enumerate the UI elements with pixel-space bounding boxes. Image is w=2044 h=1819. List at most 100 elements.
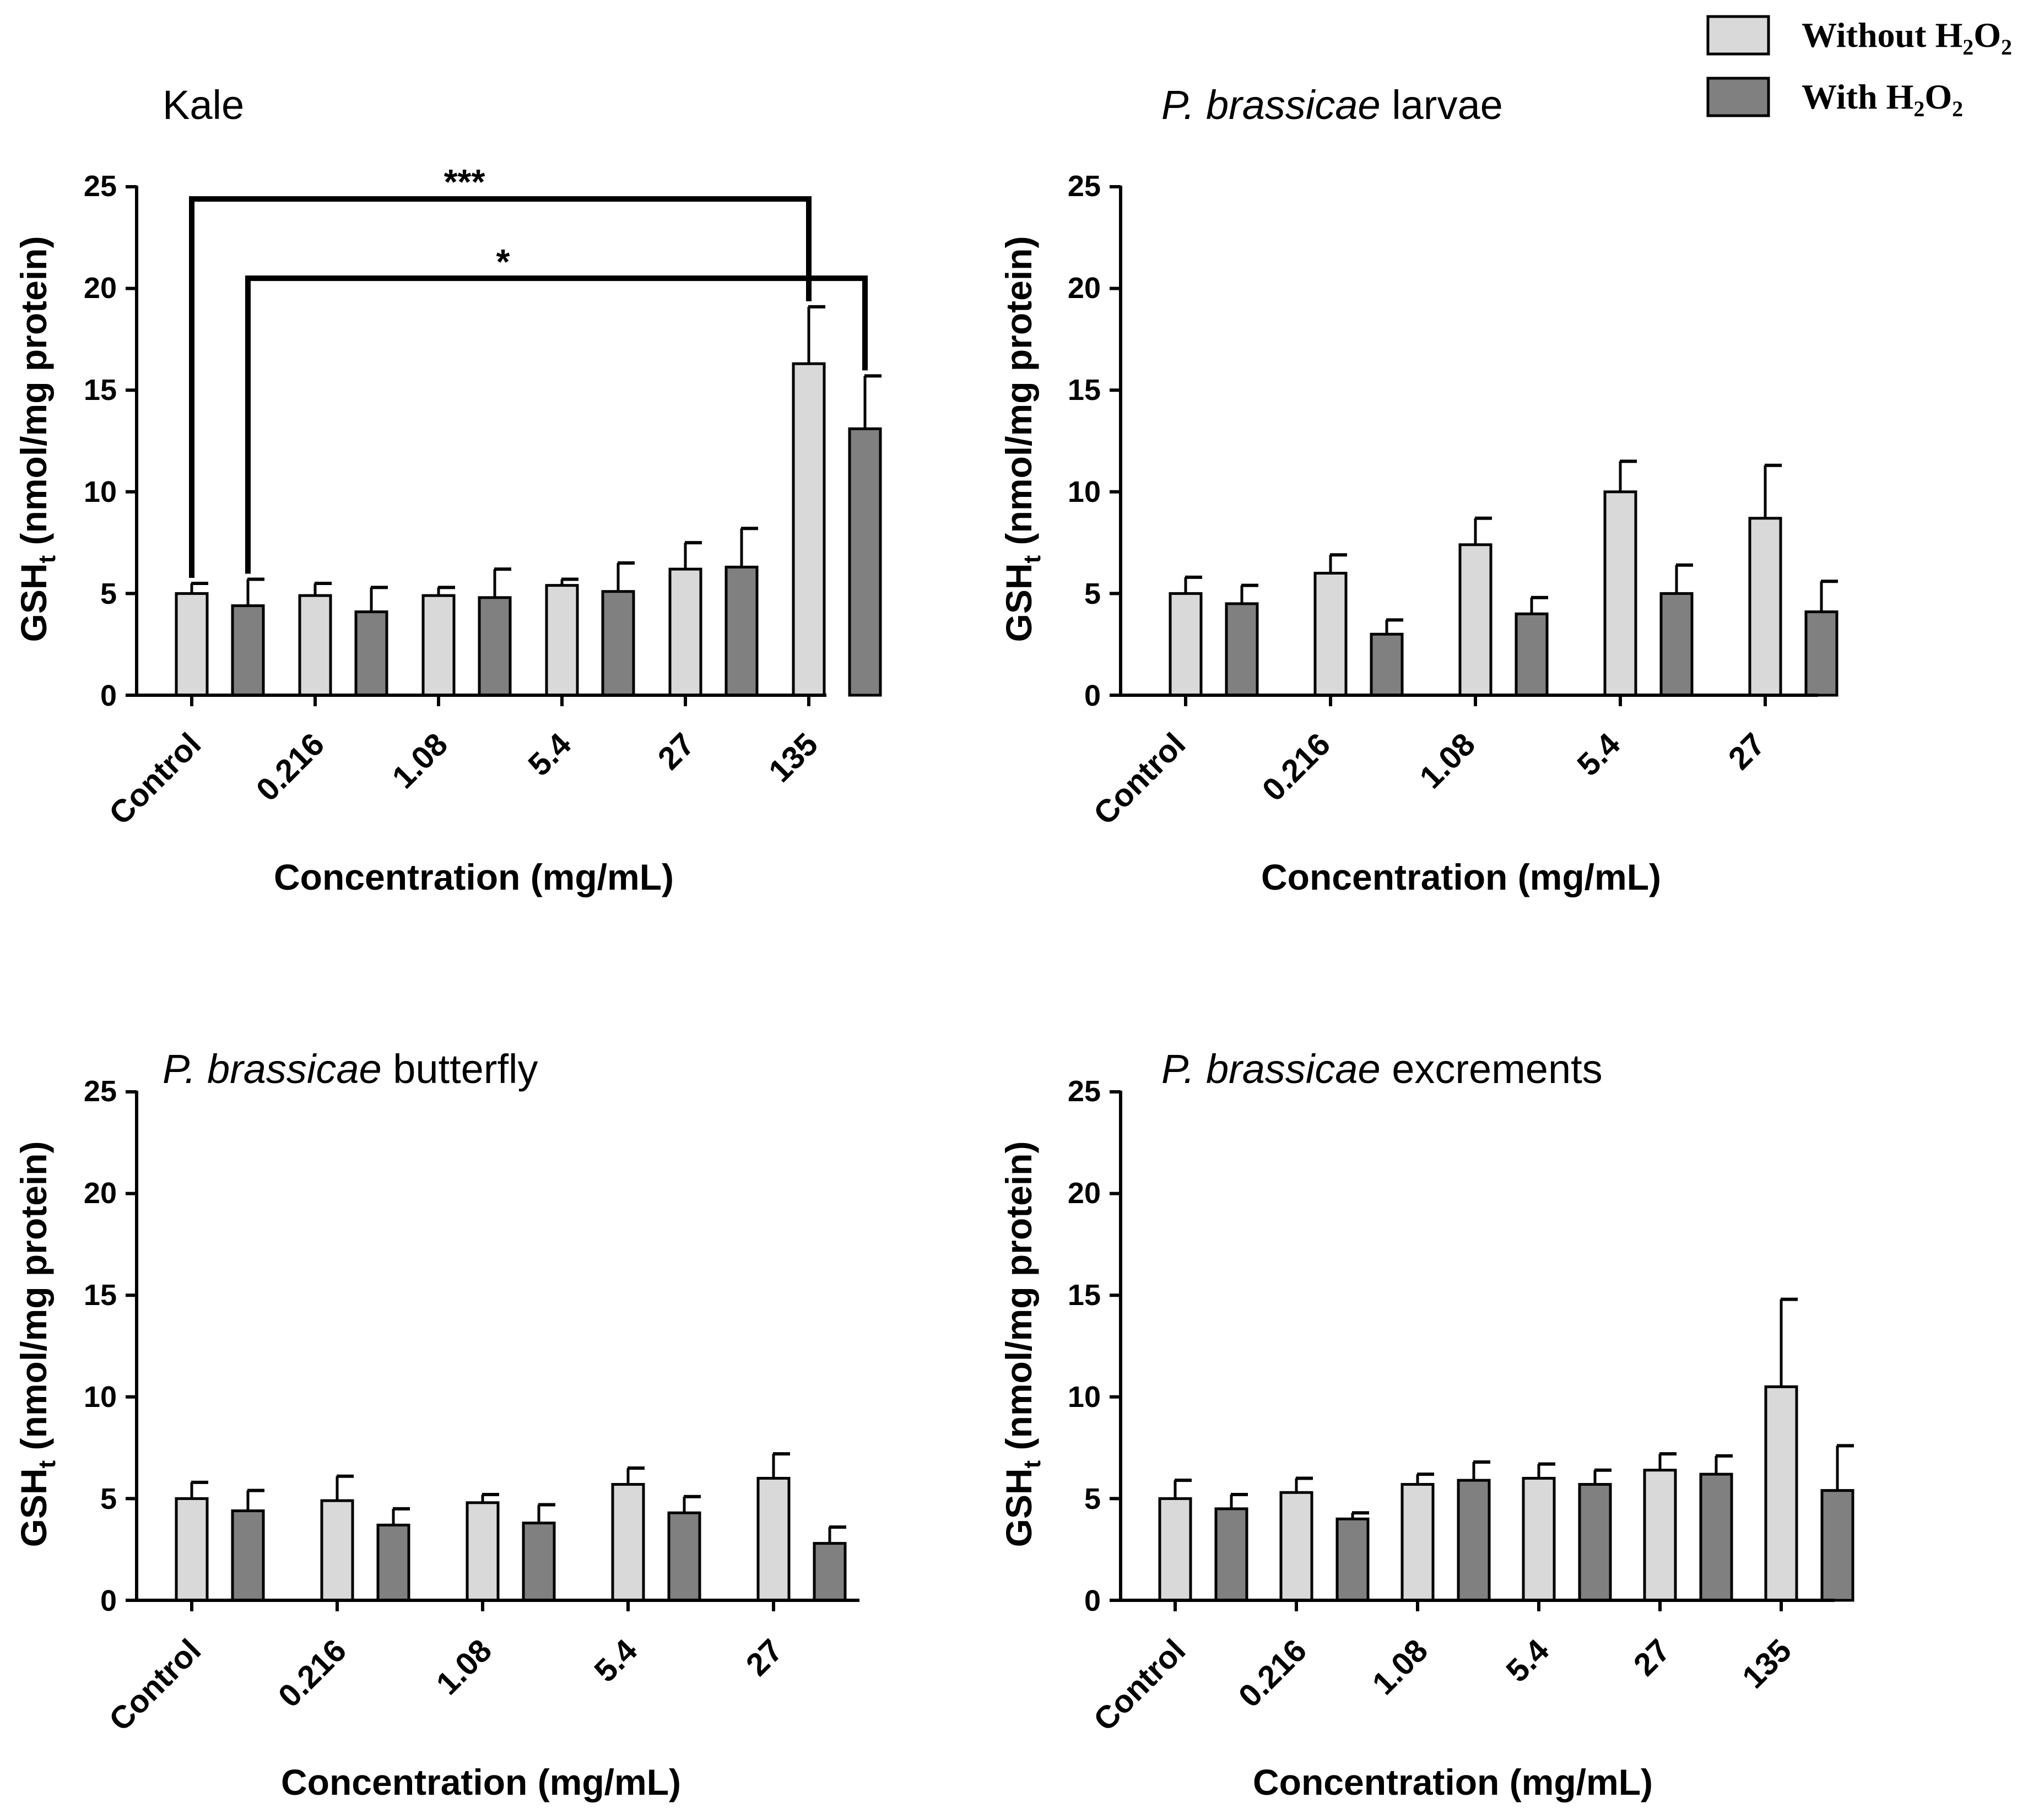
x-tick-label: 0.216 [272,1632,354,1714]
bar [1313,571,1348,697]
y-tick-label: 15 [84,1279,117,1312]
bar [1659,592,1694,697]
bar [756,1476,791,1602]
x-tick-label: Control [1086,1632,1192,1738]
y-tick-label: 25 [1068,1075,1101,1108]
bar [298,594,332,697]
bar [1225,602,1259,697]
y-ticks: 0 5 10 15 20 25 [1068,170,1101,712]
x-tick-label: 1.08 [1413,726,1482,795]
bar [1279,1491,1313,1602]
bar [1169,592,1203,697]
panel-title: Kale [163,82,244,128]
significance-label: *** [444,162,485,202]
y-tick-label: 10 [84,1381,117,1414]
y-tick-label: 20 [1068,1177,1101,1210]
x-tick-label: Control [102,726,208,832]
y-tick-label: 20 [1068,272,1101,305]
x-tick-label: 0.216 [1232,1632,1314,1714]
bar [724,565,759,697]
x-axis-title: Concentration (mg/mL) [281,1762,681,1802]
x-tick-label: Control [102,1632,208,1738]
bar [1578,1483,1612,1602]
bar [667,1511,701,1602]
x-tick-label: 1.08 [385,726,455,795]
bar [1457,1479,1491,1602]
y-tick-label: 25 [84,170,117,203]
y-tick-label: 20 [84,1177,117,1210]
bar [792,362,826,697]
bar [601,590,635,697]
y-tick-label: 15 [84,373,117,407]
bar [1748,517,1782,697]
y-tick-label: 15 [1068,373,1101,407]
bar [1804,610,1838,697]
y-tick-label: 20 [84,272,117,305]
bar [1335,1517,1370,1602]
x-tick-label: 27 [1627,1632,1678,1683]
bar [848,427,882,697]
bar [1158,1497,1192,1602]
bar [466,1501,500,1602]
y-axis-title: GSHt (nmol/mg protein) [13,1141,61,1547]
significance-label: * [496,242,510,281]
bar [545,584,579,697]
bar [1643,1469,1677,1602]
panel-title: P. brassicae larvae [1161,82,1503,128]
bar [1603,490,1637,697]
plot-area [126,185,882,706]
bar [813,1542,847,1602]
bar [421,594,456,697]
y-ticks: 0 5 10 15 20 25 [84,170,117,712]
x-tick-label: Control [1086,726,1192,832]
x-tick-label: 1.08 [1365,1632,1435,1702]
plot-area [126,1090,859,1611]
y-tick-label: 10 [1068,1381,1101,1414]
bar [1820,1489,1854,1602]
bar [1214,1507,1248,1602]
x-tick-label: 1.08 [429,1632,499,1702]
x-axis-title: Concentration (mg/mL) [274,857,674,897]
bar [611,1483,645,1602]
significance-labels: *** * [444,162,510,281]
x-tick-label: 27 [651,726,702,777]
y-tick-label: 25 [84,1075,117,1108]
x-tick-label: 5.4 [587,1632,644,1689]
y-tick-label: 10 [84,475,117,508]
significance-bracket [245,275,868,574]
bar [175,592,209,697]
significance-bracket [189,196,812,578]
y-tick-label: 5 [100,577,117,610]
legend-label-without: Without H2O2 [1802,15,2012,59]
x-tick-label: 135 [762,726,825,789]
y-tick-label: 25 [1068,170,1101,203]
bar [668,567,702,697]
y-axis-title: GSHt (nmol/mg protein) [998,236,1046,642]
y-tick-label: 10 [1068,475,1101,508]
plot-area [1110,185,1838,706]
x-tick-label: 135 [1735,1632,1798,1695]
x-tick-label: 5.4 [521,726,578,783]
panel-title: P. brassicae butterfly [163,1046,538,1092]
x-tick-label: 5.4 [1499,1632,1556,1689]
bar [522,1522,556,1602]
y-tick-label: 0 [1084,679,1101,712]
bar [320,1499,354,1602]
bar [354,610,388,697]
y-ticks: 0 5 10 15 20 25 [1068,1075,1101,1617]
bar [175,1497,209,1602]
y-tick-label: 0 [100,679,117,712]
x-ticks: Control 0.216 1.08 5.4 27 135 [102,726,825,832]
legend-label-with: With H2O2 [1802,77,1963,121]
y-tick-label: 0 [100,1584,117,1617]
x-tick-label: 27 [739,1632,790,1683]
legend-swatch-without [1706,15,1770,56]
y-tick-label: 0 [1084,1584,1101,1617]
bar [231,604,265,697]
legend-swatch-with [1706,77,1770,117]
bar [231,1509,265,1602]
legend: Without H2O2 With H2O2 [1706,15,2012,121]
bar [1400,1483,1435,1602]
panel-excrements: P. brassicae excrements GSHt (nmol/mg pr… [998,1046,1854,1802]
